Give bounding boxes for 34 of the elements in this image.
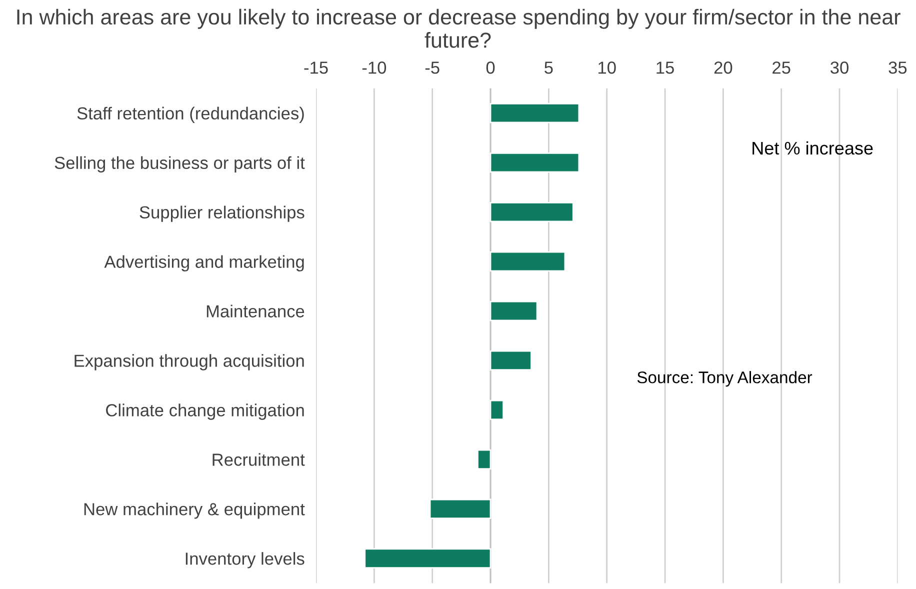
y-tick-label: Expansion through acquisition (74, 354, 304, 370)
y-tick-label: Advertising and marketing (104, 255, 304, 272)
x-tick-label: 5 (544, 62, 553, 74)
bar (490, 400, 504, 420)
bar (490, 102, 580, 124)
bar (477, 449, 492, 470)
y-tick-label: Inventory levels (186, 552, 304, 568)
x-tick-label: -10 (362, 62, 386, 74)
x-tick-label: 35 (888, 62, 907, 74)
bar (364, 548, 492, 568)
x-tick-label: 10 (598, 62, 616, 74)
x-tick-label: 15 (656, 62, 674, 74)
x-tick-label: -15 (304, 62, 328, 74)
bar (490, 152, 580, 173)
bar (429, 498, 492, 519)
bar (490, 202, 574, 222)
x-tick-label: 25 (772, 62, 790, 74)
y-tick-label: Supplier relationships (140, 206, 304, 222)
y-tick-label: New machinery & equipment (84, 502, 305, 519)
x-tick-label: -5 (425, 62, 440, 74)
chart-title: In which areas are you likely to increase or decrease spending by your firm/sector in the near future? (17, 8, 900, 48)
y-tick-label: Staff retention (redundancies) (77, 106, 304, 123)
annotation: Net % increase (752, 141, 873, 155)
annotation: Source: Tony Alexander (637, 371, 812, 387)
y-tick-label: Recruitment (212, 453, 305, 466)
x-tick-label: 30 (830, 62, 848, 74)
bar (490, 300, 538, 322)
y-tick-label: Maintenance (206, 304, 304, 318)
x-tick-label: 20 (714, 62, 732, 74)
bar (490, 350, 532, 371)
y-tick-label: Selling the business or parts of it (54, 156, 305, 172)
x-tick-label: 0 (486, 62, 495, 74)
y-tick-label: Climate change mitigation (106, 404, 304, 420)
bar (490, 251, 566, 272)
